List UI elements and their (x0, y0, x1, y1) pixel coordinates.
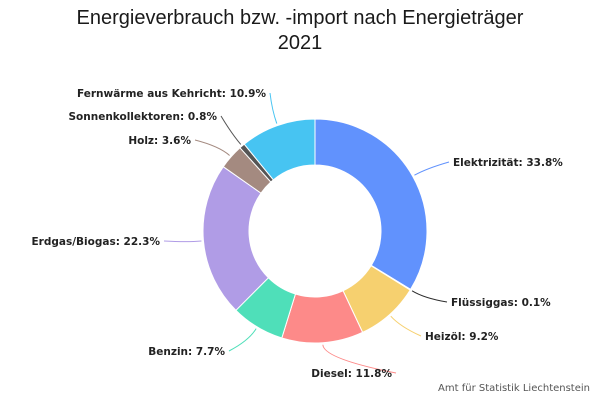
data-label-0: Elektrizität: 33.8% (453, 157, 563, 169)
chart-credit: Amt für Statistik Liechtenstein (438, 383, 590, 394)
connector-1 (411, 290, 448, 303)
connector-5 (163, 240, 202, 243)
data-label-8: Fernwärme aus Kehricht: 10.9% (77, 88, 266, 100)
connector-6 (194, 139, 230, 156)
connector-4 (228, 328, 257, 352)
data-label-6: Holz: 3.6% (128, 135, 191, 147)
data-label-3: Diesel: 11.8% (311, 368, 392, 380)
chart-title-line-2: 2021 (277, 32, 323, 54)
connector-2 (390, 315, 422, 337)
data-label-5: Erdgas/Biogas: 22.3% (31, 236, 160, 248)
connector-7 (220, 115, 242, 145)
chart-title: Energieverbrauch bzw. -import nach Energ… (0, 6, 600, 56)
data-label-2: Heizöl: 9.2% (425, 331, 499, 343)
data-label-1: Flüssiggas: 0.1% (451, 297, 551, 309)
connector-0 (414, 161, 450, 176)
connector-8 (269, 92, 278, 124)
slice-fernwärme-aus-kehricht[interactable] (243, 118, 316, 181)
chart-title-line-1: Energieverbrauch bzw. -import nach Energ… (76, 7, 524, 29)
data-label-4: Benzin: 7.7% (148, 346, 225, 358)
connector-3 (322, 344, 397, 374)
data-label-7: Sonnenkollektoren: 0.8% (68, 111, 217, 123)
slice-elektrizität[interactable] (314, 118, 428, 291)
